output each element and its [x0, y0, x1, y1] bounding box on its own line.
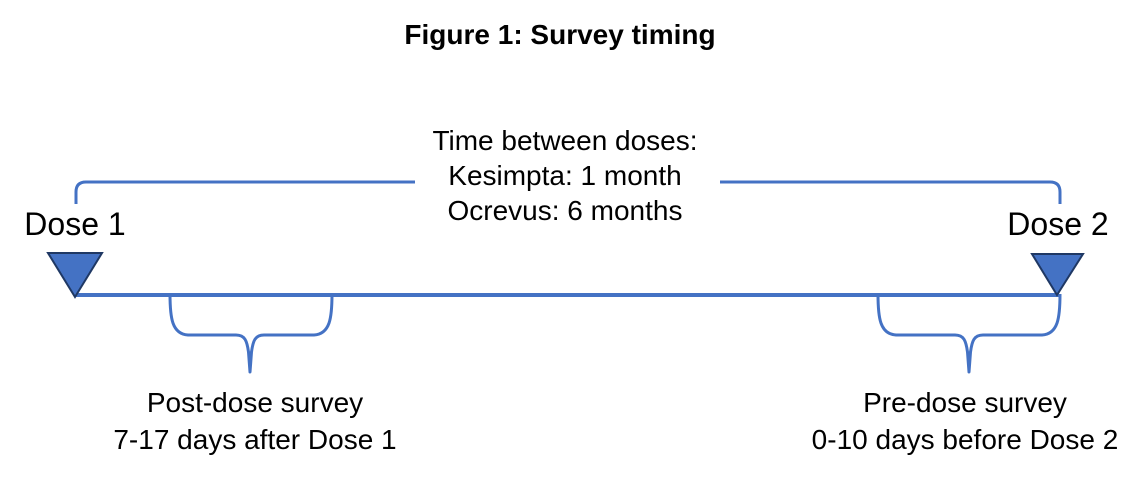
time-between-doses-heading: Time between doses: [432, 125, 698, 156]
ocrevus-interval-text: Ocrevus: 6 months [447, 195, 683, 226]
pre-dose-survey-title: Pre-dose survey [863, 387, 1067, 418]
kesimpta-interval-text: Kesimpta: 1 month [448, 160, 682, 191]
pre-dose-survey-block: Pre-dose survey 0-10 days before Dose 2 [795, 384, 1135, 458]
post-dose-survey-brace [168, 293, 334, 374]
pre-dose-survey-brace [876, 293, 1062, 374]
post-dose-survey-timing: 7-17 days after Dose 1 [113, 424, 397, 455]
between-doses-bracket-right [720, 180, 1062, 204]
dose-1-label: Dose 1 [24, 206, 126, 242]
pre-dose-survey-timing: 0-10 days before Dose 2 [811, 424, 1119, 455]
dose-1-triangle-down-icon [46, 252, 104, 299]
dose-2-label: Dose 2 [1007, 206, 1109, 242]
time-between-doses-block: Time between doses: Kesimpta: 1 month Oc… [365, 123, 765, 228]
between-doses-bracket-left [74, 180, 415, 204]
post-dose-survey-title: Post-dose survey [146, 387, 364, 418]
dose-2-triangle-down-icon [1030, 253, 1085, 297]
post-dose-survey-block: Post-dose survey 7-17 days after Dose 1 [85, 384, 425, 458]
figure-title: Figure 1: Survey timing [404, 19, 716, 50]
